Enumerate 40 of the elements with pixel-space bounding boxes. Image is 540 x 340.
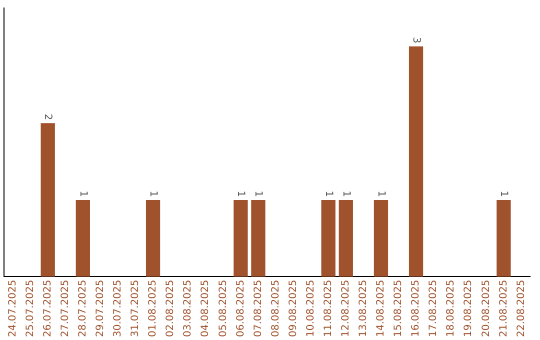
x-tick-label: 17.08.2025 [428,280,440,338]
x-tick-label: 14.08.2025 [376,280,387,338]
x-tick-label: 02.08.2025 [165,280,176,338]
x-tick-label: 20.08.2025 [480,280,492,338]
data-label: 1 [322,190,334,197]
x-tick-label: 28.07.2025 [77,280,88,338]
x-tick-label: 31.07.2025 [130,280,142,338]
data-label: 1 [375,190,386,197]
x-tick-label: 06.08.2025 [235,280,246,338]
data-label: 1 [77,190,88,197]
data-label: 2 [42,114,54,120]
data-label: 1 [147,190,158,197]
x-tick-label: 10.08.2025 [305,280,316,338]
x-tick-label: 21.08.2025 [498,280,510,338]
x-tick-label: 26.07.2025 [42,280,54,338]
x-tick-label: 12.08.2025 [340,280,352,338]
x-tick-label: 13.08.2025 [358,280,370,338]
x-tick-label: 22.08.2025 [516,280,527,338]
x-tick-label: 19.08.2025 [463,280,474,338]
data-label: 3 [410,37,422,44]
x-tick-label: 03.08.2025 [182,280,194,338]
x-tick-label: 15.08.2025 [393,280,404,338]
x-tick-label: 24.07.2025 [7,280,18,338]
x-tick-label: 25.07.2025 [24,280,36,338]
x-tick-label: 11.08.2025 [322,280,334,338]
x-tick-label: 30.07.2025 [112,280,124,338]
x-tick-label: 04.08.2025 [200,280,212,338]
x-tick-label: 07.08.2025 [252,280,264,338]
data-label: 1 [235,190,246,197]
data-label: 1 [252,190,264,197]
data-label: 1 [340,190,352,197]
x-tick-label: 27.07.2025 [60,280,71,338]
x-tick-label: 09.08.2025 [288,280,299,338]
x-tick-label: 18.08.2025 [446,280,457,338]
x-tick-label: 01.08.2025 [148,280,159,338]
data-label: 1 [498,190,510,197]
x-tick-label: 29.07.2025 [95,280,106,338]
x-tick-label: 08.08.2025 [270,280,282,338]
x-tick-label: 16.08.2025 [410,280,422,338]
x-tick-label: 05.08.2025 [218,280,229,338]
